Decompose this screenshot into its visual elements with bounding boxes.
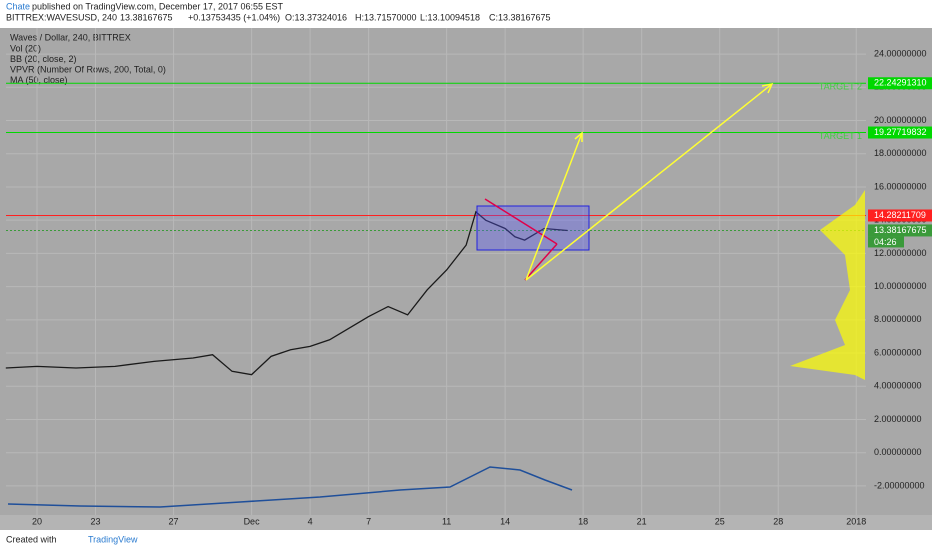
volume-ma	[7, 466, 573, 508]
price-line	[5, 210, 568, 376]
price-label-box	[868, 209, 932, 222]
x-tick-label: 28	[773, 516, 783, 526]
arrow	[525, 132, 583, 281]
y-tick-label: 16.00000000	[874, 181, 927, 191]
price-label-box	[868, 126, 932, 139]
x-tick-label: 20	[32, 516, 42, 526]
x-tick-label: 27	[169, 516, 179, 526]
close: C:13.38167675	[489, 12, 551, 22]
y-tick-label: 4.00000000	[874, 381, 922, 391]
arrow-head	[761, 82, 774, 94]
price-label: 19.27719832	[874, 127, 927, 137]
x-tick-label: 23	[91, 516, 101, 526]
price: 13.38167675	[120, 12, 173, 22]
price-label: 14.28211709	[874, 210, 926, 220]
open: O:13.37324016	[285, 12, 347, 22]
x-tick-label: 11	[442, 516, 451, 526]
x-tick-label: 25	[715, 516, 725, 526]
x-tick-label: 7	[366, 516, 371, 526]
time-axis	[0, 515, 932, 530]
x-tick-label: 4	[308, 516, 313, 526]
footer-created: Created with	[6, 534, 57, 544]
x-tick-label: 18	[578, 516, 588, 526]
x-tick-label: 14	[500, 516, 510, 526]
chart-title: Waves / Dollar, 240, BITTREX	[10, 32, 131, 42]
y-tick-label: 10.00000000	[874, 281, 927, 291]
x-tick-label: 21	[637, 516, 647, 526]
countdown: 04:26	[874, 237, 897, 247]
indicator-label: Vol (20)	[10, 43, 41, 53]
y-tick-label: 18.00000000	[874, 148, 927, 158]
level-name: TARGET 2	[819, 82, 862, 92]
x-tick-label: Dec	[244, 516, 261, 526]
indicator-label: VPVR (Number Of Rows, 200, Total, 0)	[10, 64, 166, 74]
arrow	[525, 83, 773, 281]
chart-area	[0, 28, 932, 530]
y-tick-label: 12.00000000	[874, 248, 927, 258]
indicator-label: MA (50, close)	[10, 75, 68, 85]
change: +0.13753435 (+1.04%)	[188, 12, 280, 22]
level-name: TARGET 1	[819, 131, 862, 141]
symbol: BITTREX:WAVESUSD, 240	[6, 12, 117, 22]
price-label-box	[868, 77, 932, 90]
x-tick-label: 2018	[846, 516, 866, 526]
y-tick-label: 0.00000000	[874, 447, 922, 457]
volume-profile	[790, 190, 865, 380]
price-label-box	[868, 224, 932, 237]
author[interactable]: Chate	[6, 1, 30, 11]
price-label: 13.38167675	[874, 225, 927, 235]
y-tick-label: 20.00000000	[874, 115, 927, 125]
arrow-head	[574, 131, 583, 142]
y-tick-label: 24.00000000	[874, 48, 927, 58]
trend-line	[524, 243, 558, 281]
countdown-box	[868, 236, 904, 248]
y-tick-label: 8.00000000	[874, 314, 922, 324]
indicator-label: BB (20, close, 2)	[10, 54, 77, 64]
footer-brand[interactable]: TradingView	[88, 534, 138, 544]
y-tick-label: 2.00000000	[874, 414, 922, 424]
y-tick-label: -2.00000000	[874, 480, 925, 490]
high: H:13.71570000	[355, 12, 417, 22]
trend-line	[484, 198, 558, 245]
low: L:13.10094518	[420, 12, 480, 22]
y-tick-label: 6.00000000	[874, 347, 922, 357]
published: published on TradingView.com, December 1…	[32, 1, 283, 11]
price-label: 22.24291310	[874, 78, 927, 88]
range-box	[476, 205, 590, 251]
